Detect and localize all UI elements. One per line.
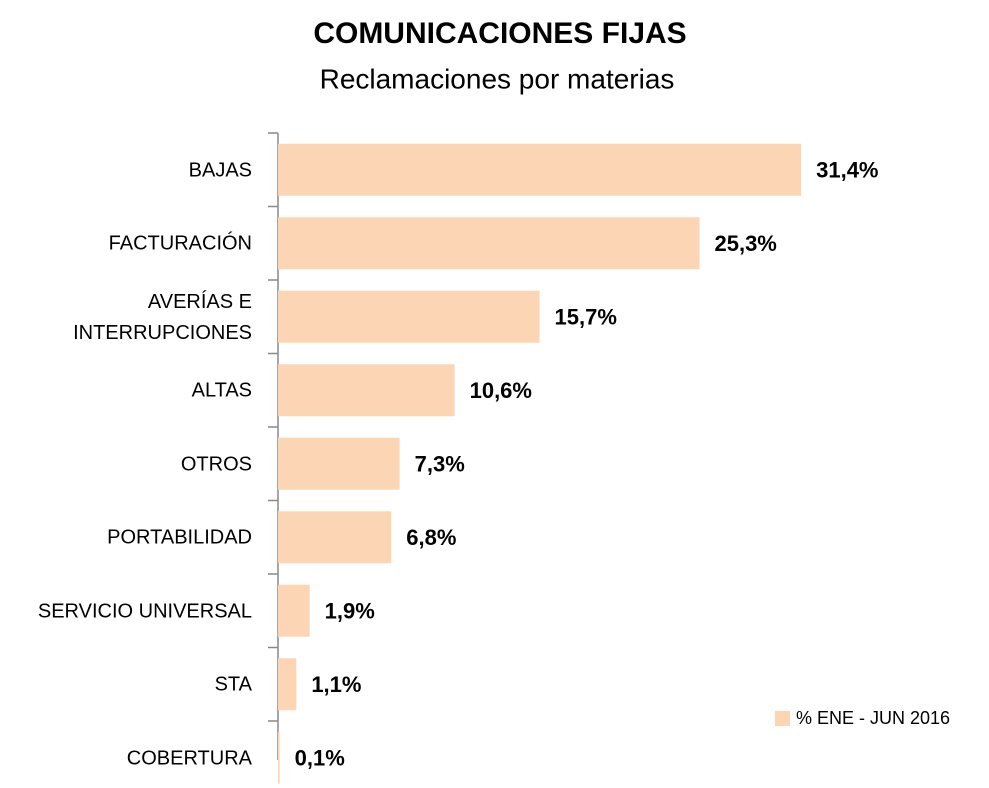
- category-label: PORTABILIDAD: [107, 526, 252, 549]
- bar: [278, 511, 392, 564]
- chart-subtitle: Reclamaciones por materias: [320, 63, 675, 94]
- category-label: BAJAS: [188, 159, 252, 182]
- bar: [278, 364, 455, 417]
- category-label: STA: [214, 673, 252, 696]
- bar: [278, 658, 297, 711]
- bar: [278, 143, 802, 196]
- legend-swatch: [775, 711, 790, 726]
- bar: [278, 437, 400, 490]
- chart-title: COMUNICACIONES FIJAS: [313, 17, 686, 50]
- category-label: AVERÍAS E INTERRUPCIONES: [73, 290, 252, 344]
- data-label: 10,6%: [470, 378, 532, 403]
- data-label: 7,3%: [415, 452, 465, 477]
- data-label: 6,8%: [406, 525, 456, 550]
- data-label: 1,1%: [311, 672, 361, 697]
- data-label: 25,3%: [714, 231, 776, 256]
- bar: [278, 731, 280, 784]
- category-label: FACTURACIÓN: [108, 232, 252, 255]
- data-label: 15,7%: [555, 305, 617, 330]
- bar: [278, 217, 700, 270]
- category-label: OTROS: [180, 453, 252, 476]
- data-label: 1,9%: [325, 599, 375, 624]
- bar: [278, 584, 310, 637]
- category-label: ALTAS: [191, 379, 252, 402]
- data-label: 31,4%: [816, 158, 878, 183]
- category-label: SERVICIO UNIVERSAL: [37, 600, 252, 623]
- legend-label: % ENE - JUN 2016: [796, 708, 950, 728]
- bar: [278, 290, 540, 343]
- data-label: 0,1%: [295, 746, 345, 771]
- category-label: COBERTURA: [126, 747, 252, 770]
